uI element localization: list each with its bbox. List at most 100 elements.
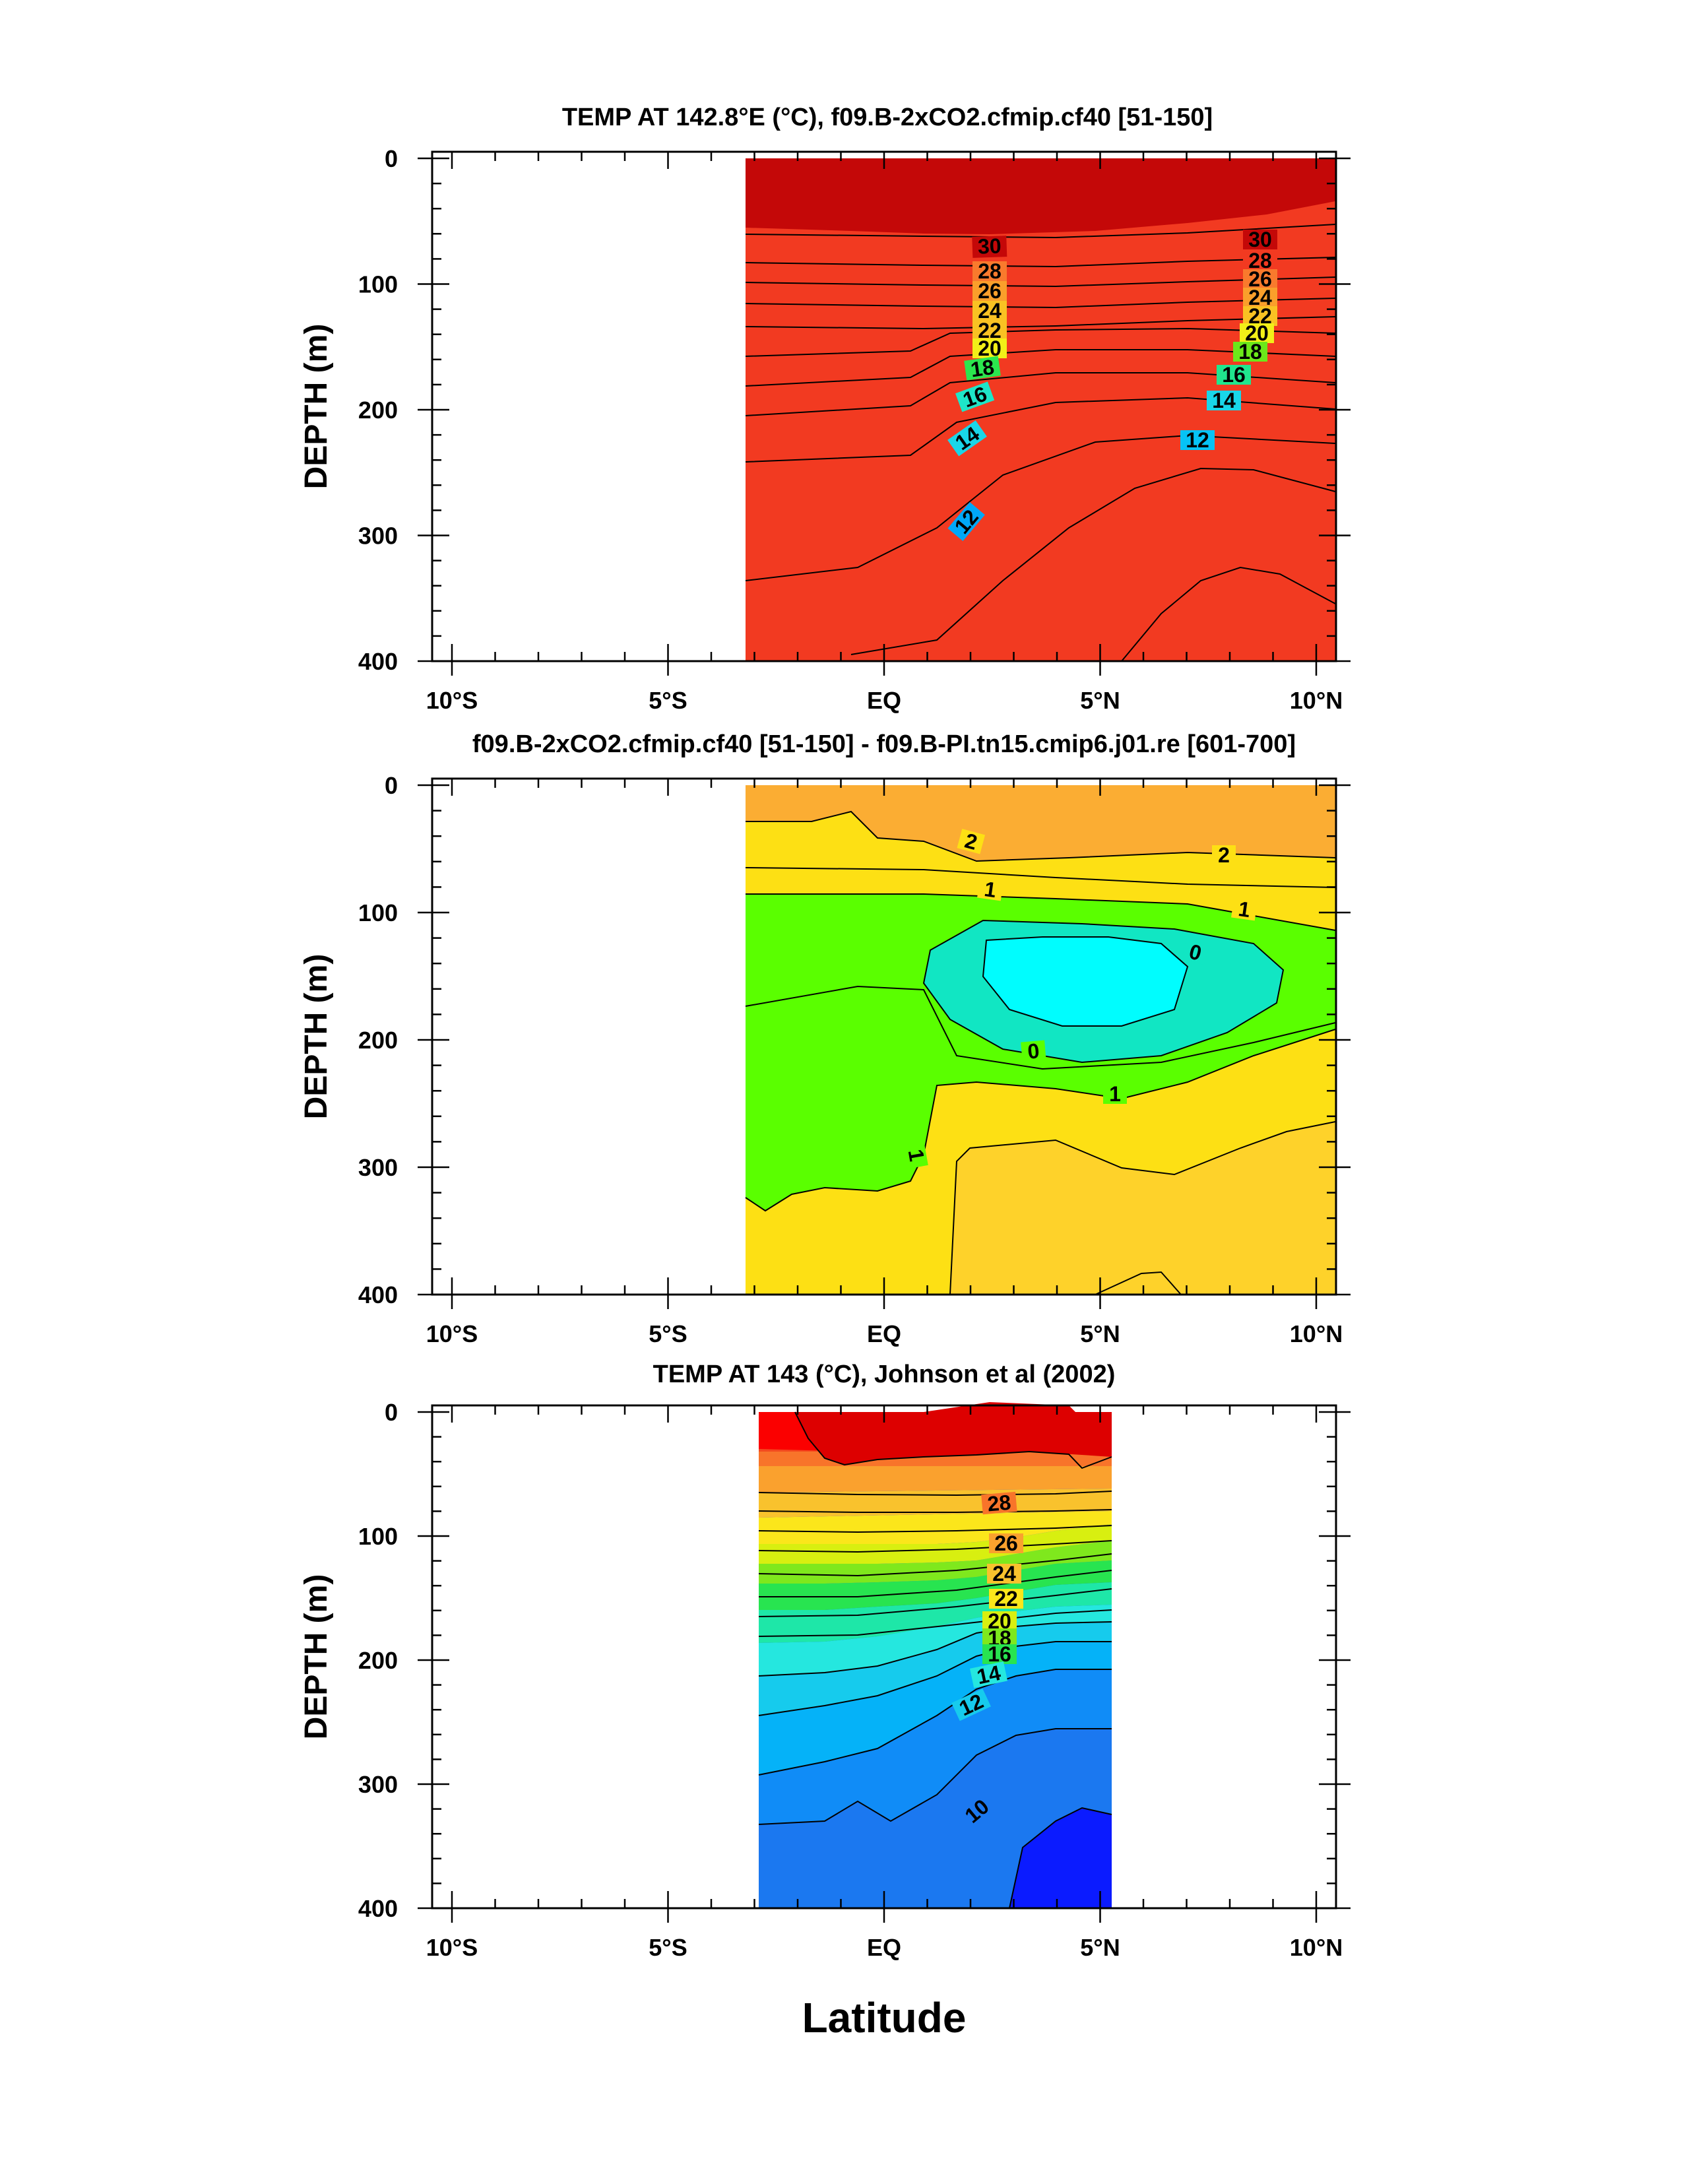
svg-text:16: 16 — [988, 1642, 1011, 1666]
isotherm-16 — [745, 372, 1336, 416]
panel-3-ylabel: DEPTH (m) — [299, 1574, 334, 1740]
contour-label: 28 — [1243, 249, 1277, 273]
contour-label: 26 — [989, 1531, 1023, 1555]
isotherm-26 — [745, 276, 1336, 288]
isotherm-18 — [758, 1588, 1112, 1617]
panel-2-field — [746, 785, 1335, 1295]
anomaly-band — [746, 785, 1335, 861]
y-tick-label: 0 — [385, 1399, 398, 1426]
contour-label: 18 — [964, 355, 1001, 382]
contour-label: 1 — [977, 877, 1004, 902]
svg-text:0: 0 — [1027, 1039, 1040, 1063]
contour-label: 1 — [1103, 1082, 1127, 1106]
contour-label: 30 — [972, 234, 1007, 259]
y-tick-label: 100 — [358, 899, 398, 926]
y-tick-label: 0 — [385, 772, 398, 799]
x-tick-label: 10°N — [1290, 1934, 1343, 1961]
svg-text:26: 26 — [1248, 267, 1272, 291]
contour-label: 16 — [982, 1642, 1017, 1666]
panel-3-axes: 10°S 5°S EQ 5°N 10°N 0 100 200 300 400 — [358, 1399, 1351, 1961]
isotherm-13 — [758, 1641, 1112, 1716]
isotherm-16 — [758, 1609, 1112, 1637]
panel-2: f09.B-2xCO2.cfmip.cf40 [51-150] - f09.B-… — [299, 730, 1351, 1347]
isotherm-28 — [758, 1491, 1112, 1496]
x-tick-label: 5°N — [1080, 1320, 1120, 1347]
panel-2-contour-labels: 2 2 1 1 0 0 1 1 — [904, 829, 1258, 1169]
contour-label: 16 — [1217, 363, 1251, 387]
svg-text:26: 26 — [978, 279, 1002, 303]
contour-0 — [922, 919, 1285, 1064]
temp-band — [759, 1729, 1112, 1908]
panel-1-ylabel: DEPTH (m) — [299, 324, 334, 490]
contour-label: 1 — [1231, 897, 1258, 922]
isotherm-9 — [1121, 566, 1336, 662]
y-tick-label: 400 — [358, 648, 398, 675]
y-tick-label: 300 — [358, 523, 398, 550]
panel-1-title: TEMP AT 142.8°E (°C), f09.B-2xCO2.cfmip.… — [562, 104, 1213, 131]
isotherm-29 — [794, 1411, 1112, 1469]
contour-label: 24 — [972, 299, 1007, 323]
contour-neg-0-5 — [982, 936, 1189, 1027]
isotherm-28 — [745, 257, 1336, 268]
svg-text:30: 30 — [1248, 228, 1272, 251]
isotherm-22 — [745, 316, 1336, 330]
contour-label: 20 — [1240, 321, 1274, 345]
y-tick-label: 300 — [358, 1154, 398, 1181]
contour-label: 1 — [904, 1141, 929, 1169]
svg-text:2: 2 — [1218, 843, 1230, 867]
contour-1-5 — [949, 1121, 1336, 1295]
svg-text:18: 18 — [969, 355, 996, 382]
contour-label: 26 — [1243, 267, 1277, 291]
panel-1: TEMP AT 142.8°E (°C), f09.B-2xCO2.cfmip.… — [299, 104, 1351, 714]
svg-text:14: 14 — [1212, 389, 1236, 412]
svg-text:12: 12 — [1186, 428, 1209, 452]
contour-label: 24 — [1243, 286, 1277, 309]
x-tick-label: EQ — [867, 1934, 901, 1961]
contour-label: 30 — [1243, 228, 1277, 251]
y-tick-label: 200 — [358, 1647, 398, 1674]
y-tick-label: 400 — [358, 1281, 398, 1308]
x-tick-label: 5°N — [1080, 687, 1120, 714]
panel-3-field — [759, 1402, 1112, 1908]
contour-label: 12 — [1180, 428, 1215, 452]
x-tick-label: 5°N — [1080, 1934, 1120, 1961]
x-tick-label: 10°N — [1290, 1320, 1343, 1347]
panel-2-contours — [745, 810, 1336, 1295]
x-tick-label: 10°S — [426, 687, 478, 714]
contour-label: 2 — [957, 829, 986, 854]
svg-text:24: 24 — [1248, 286, 1272, 309]
figure-xlabel: Latitude — [802, 1994, 967, 2041]
contour-label: 0 — [1181, 940, 1210, 965]
anomaly-band — [983, 937, 1188, 1026]
contour-1 — [745, 1029, 1336, 1212]
y-tick-label: 100 — [358, 271, 398, 298]
temp-band — [759, 1669, 1112, 1824]
svg-text:28: 28 — [986, 1491, 1012, 1516]
svg-text:20: 20 — [1245, 321, 1269, 345]
isotherm-10 — [758, 1728, 1112, 1825]
contour-0-5 — [745, 985, 1336, 1070]
isotherm-26 — [758, 1525, 1112, 1533]
panel-3: TEMP AT 143 (°C), Johnson et al (2002) — [299, 1361, 1351, 1961]
isotherm-24 — [758, 1540, 1112, 1553]
temp-band — [746, 158, 1335, 234]
y-tick-label: 200 — [358, 1027, 398, 1054]
x-tick-label: 5°S — [649, 1320, 687, 1347]
contour-2 — [1095, 1271, 1182, 1295]
panel-1-contour-labels: 30 28 26 24 22 20 18 16 14 12 30 28 26 2… — [947, 228, 1277, 542]
svg-text:22: 22 — [994, 1587, 1018, 1611]
svg-text:28: 28 — [978, 259, 1002, 283]
x-tick-label: 10°S — [426, 1934, 478, 1961]
contour-label: 18 — [1233, 340, 1267, 364]
panel-1-axes: 10°S 5°S EQ 5°N 10°N 0 100 200 300 400 — [358, 145, 1351, 714]
panel-2-title: f09.B-2xCO2.cfmip.cf40 [51-150] - f09.B-… — [472, 730, 1296, 758]
contour-label: 24 — [987, 1562, 1021, 1586]
svg-text:16: 16 — [1222, 363, 1246, 387]
temp-band — [759, 1541, 1112, 1584]
x-tick-label: 10°N — [1290, 687, 1343, 714]
isotherm-22 — [758, 1553, 1112, 1577]
svg-text:1: 1 — [1109, 1082, 1121, 1106]
y-tick-label: 400 — [358, 1895, 398, 1922]
